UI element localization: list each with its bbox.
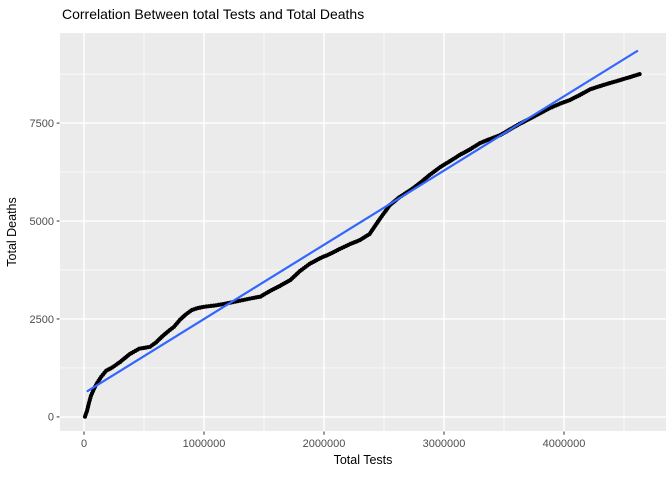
x-axis-title: Total Tests <box>334 453 393 467</box>
trend-line <box>86 49 639 393</box>
axis-tick-labels: 0 1000000 2000000 3000000 4000000 0 2500 5000 75… <box>30 118 586 450</box>
minor-gridlines <box>60 33 666 431</box>
major-gridlines <box>60 33 666 431</box>
y-axis-title: Total Deaths <box>5 197 19 266</box>
x-tick-label: 0 <box>81 438 87 450</box>
y-tick-label: 5000 <box>30 216 54 228</box>
data-point <box>637 72 642 77</box>
x-tick-label: 2000000 <box>303 438 346 450</box>
chart-title: Correlation Between total Tests and Tota… <box>62 6 364 22</box>
x-tick-label: 4000000 <box>543 438 586 450</box>
y-tick-label: 7500 <box>30 118 54 130</box>
y-tick-label: 2500 <box>30 314 54 326</box>
x-tick-label: 1000000 <box>183 438 226 450</box>
y-tick-label: 0 <box>48 412 54 424</box>
axis-ticks <box>56 122 565 435</box>
plot-layers: 0 1000000 2000000 3000000 4000000 0 2500 5000 75… <box>30 33 666 450</box>
x-tick-label: 3000000 <box>423 438 466 450</box>
plot-panel <box>60 33 666 431</box>
